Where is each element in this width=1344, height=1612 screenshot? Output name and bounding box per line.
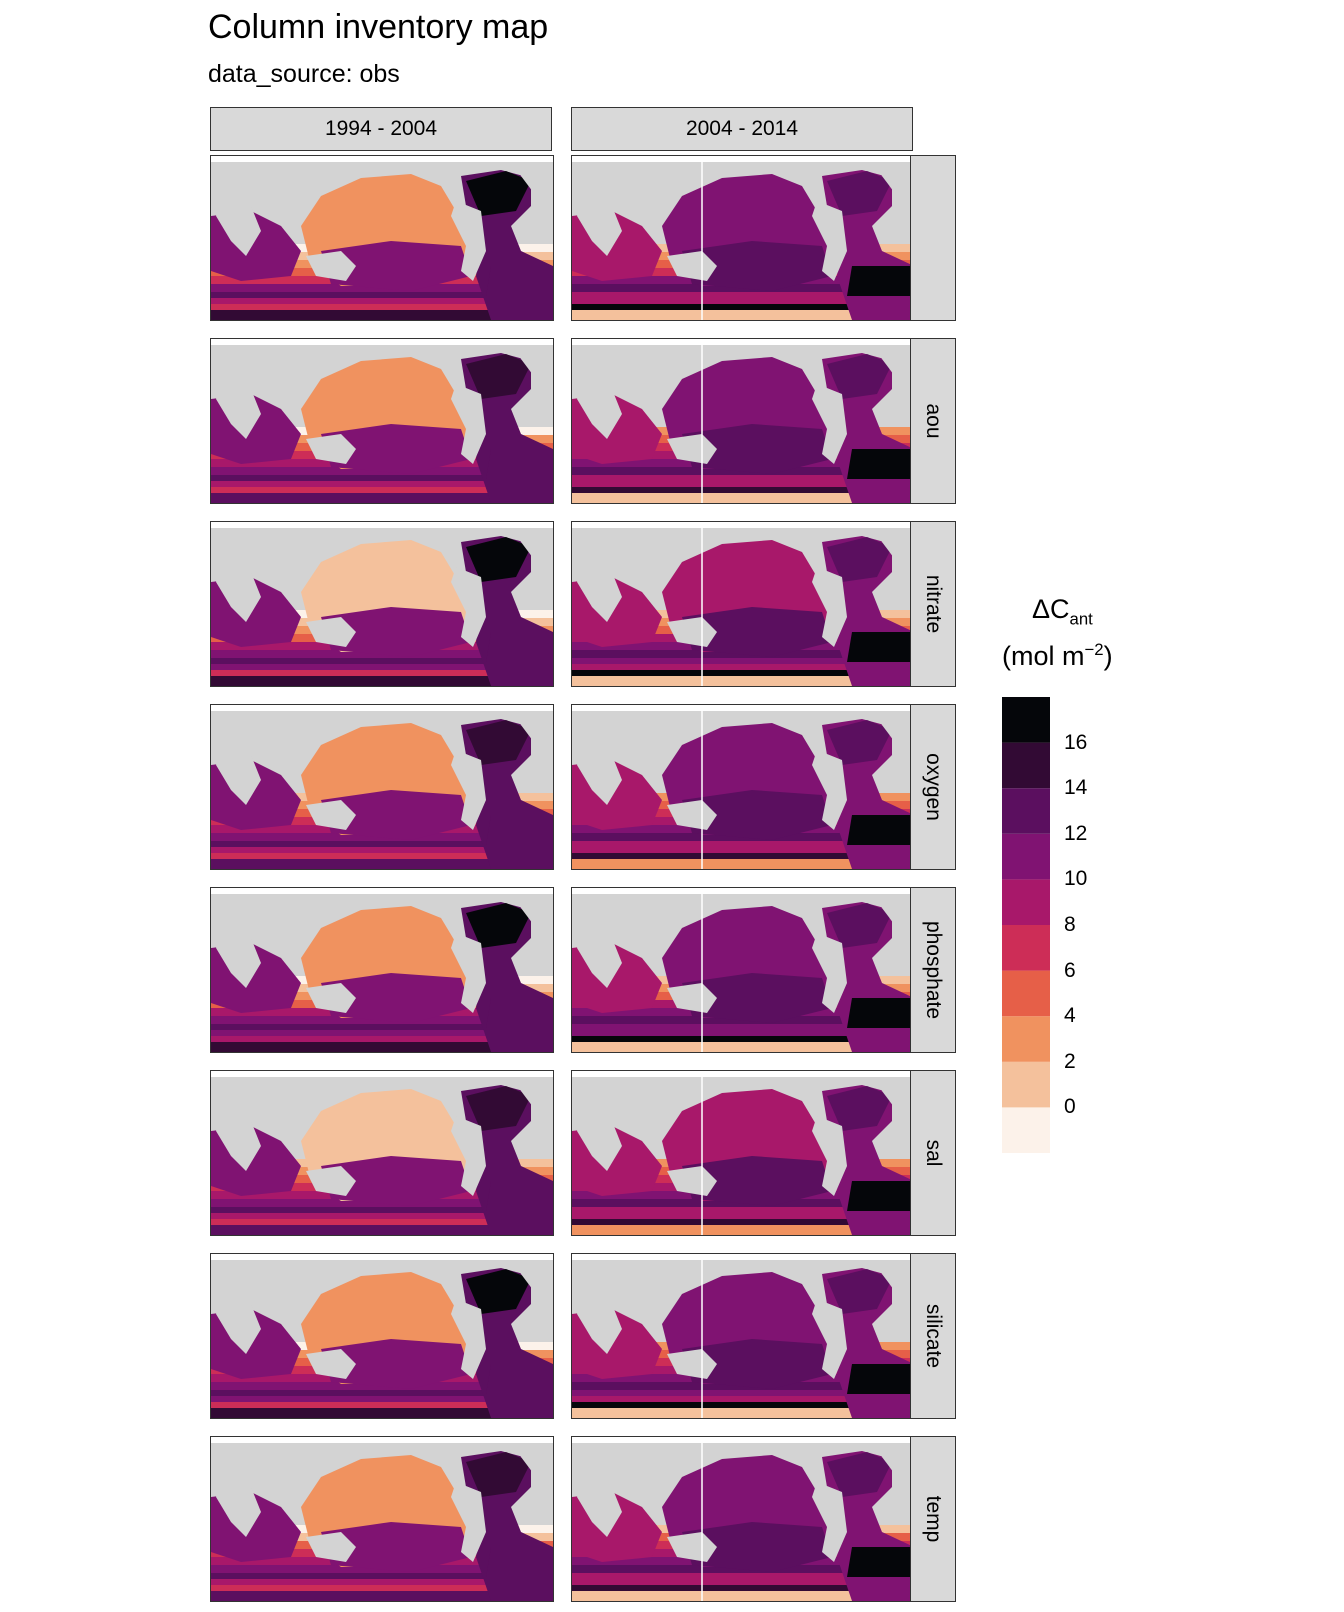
map-canvas [211,888,553,1052]
map-canvas [211,339,553,503]
map-panel [571,521,915,687]
row-strip: silicate [910,1253,956,1419]
map-canvas [211,705,553,869]
map-panel [210,1253,554,1419]
map-canvas [211,1254,553,1418]
legend-tick-label: 6 [1064,958,1076,982]
map-panel [571,704,915,870]
map-panel [210,704,554,870]
legend-bin [1002,697,1050,743]
legend-tick-label: 2 [1064,1049,1076,1073]
map-canvas [572,339,914,503]
legend-bin [1002,833,1050,880]
legend-tick-label: 0 [1064,1095,1076,1119]
map-panel [210,887,554,1053]
legend-tick-label: 8 [1064,913,1076,936]
column-strip-label: 1994 - 2004 [324,117,438,140]
row-strip: temp [910,1436,956,1602]
legend-bin [1002,970,1050,1017]
row-strip-label: oxygen [922,753,945,821]
map-canvas [211,522,553,686]
row-strip-label: aou [922,403,945,439]
map-canvas [572,705,914,869]
map-panel [571,1070,915,1236]
row-strip: nitrate [910,521,956,687]
map-panel [571,887,915,1053]
row-strip-label: phosphate [922,920,945,1020]
row-strip-label: nitrate [922,574,945,634]
legend-tick-label: 4 [1064,1004,1076,1028]
column-strip: 2004 - 2014 [571,107,913,151]
map-panel [571,1253,915,1419]
legend-bin [1002,742,1050,789]
map-panel [210,338,554,504]
legend-bin [1002,1016,1050,1062]
column-strip-label: 2004 - 2014 [685,117,799,140]
legend-tick-label: 16 [1064,730,1088,754]
legend-bin [1002,879,1050,925]
row-strip: aou [910,338,956,504]
map-canvas [572,1071,914,1235]
map-panel [210,155,554,321]
map-canvas [572,156,914,320]
map-panel [571,1436,915,1602]
column-strip: 1994 - 2004 [210,107,552,151]
chart-subtitle: data_source: obs [208,60,400,88]
row-strip: oxygen [910,704,956,870]
legend-title: ΔCant [1032,594,1093,629]
chart-title: Column inventory map [208,8,549,46]
map-canvas [572,1437,914,1601]
row-strip: sal [910,1070,956,1236]
map-panel [210,521,554,687]
map-panel [571,338,915,504]
legend-tick-label: 14 [1064,776,1088,800]
row-strip-label: sal [922,1139,945,1167]
legend-unit: (mol m−2) [1002,640,1113,671]
legend-bin [1002,788,1050,834]
map-canvas [572,522,914,686]
legend-bin [1002,1061,1050,1108]
row-strip [910,155,956,321]
row-strip-label: temp [922,1495,945,1543]
map-canvas [211,1071,553,1235]
map-panel [210,1436,554,1602]
map-canvas [572,1254,914,1418]
map-canvas [211,156,553,320]
map-canvas [572,888,914,1052]
map-panel [210,1070,554,1236]
legend-bin [1002,925,1050,971]
legend-colorbar [1002,697,1050,1153]
legend-tick-label: 10 [1064,867,1088,891]
legend-bin [1002,1107,1050,1153]
map-panel [571,155,915,321]
row-strip: phosphate [910,887,956,1053]
legend-tick-label: 12 [1064,821,1088,845]
row-strip-label: silicate [922,1303,945,1369]
map-canvas [211,1437,553,1601]
